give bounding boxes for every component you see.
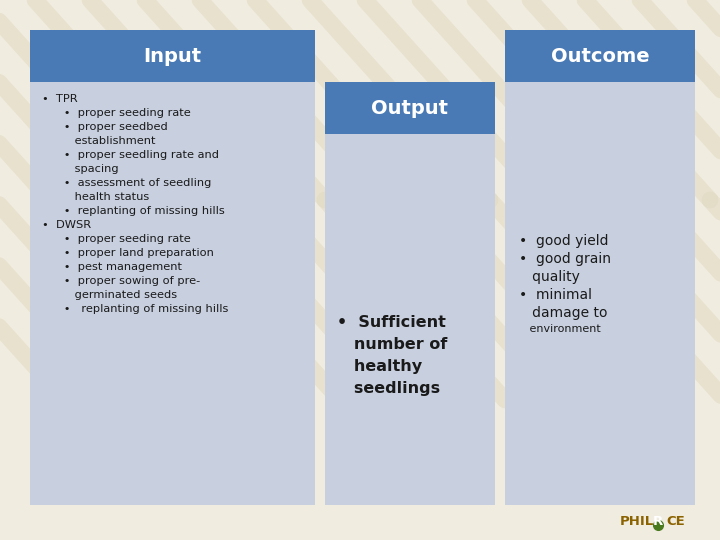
- Text: •  good grain: • good grain: [519, 252, 611, 266]
- Bar: [30, 30, 315, 505]
- Text: •  minimal: • minimal: [519, 288, 592, 302]
- Text: •  TPR
      •  proper seeding rate
      •  proper seedbed
         establishme: • TPR • proper seeding rate • proper see…: [42, 94, 228, 314]
- Text: R: R: [653, 515, 663, 528]
- Text: PHIL: PHIL: [620, 515, 654, 528]
- Text: Input: Input: [143, 46, 202, 65]
- Text: •  Sufficient
   number of
   healthy
   seedlings: • Sufficient number of healthy seedlings: [337, 315, 447, 396]
- Text: damage to: damage to: [519, 306, 608, 320]
- Text: •  good yield: • good yield: [519, 234, 608, 248]
- Text: CE: CE: [666, 515, 685, 528]
- Text: Outcome: Outcome: [551, 46, 649, 65]
- Bar: [505, 30, 695, 505]
- Text: quality: quality: [519, 270, 580, 284]
- Bar: [505, 30, 695, 82]
- Text: environment: environment: [519, 324, 600, 334]
- Bar: [30, 30, 315, 82]
- Text: Output: Output: [372, 98, 449, 118]
- Bar: [325, 82, 495, 134]
- Bar: [325, 82, 495, 505]
